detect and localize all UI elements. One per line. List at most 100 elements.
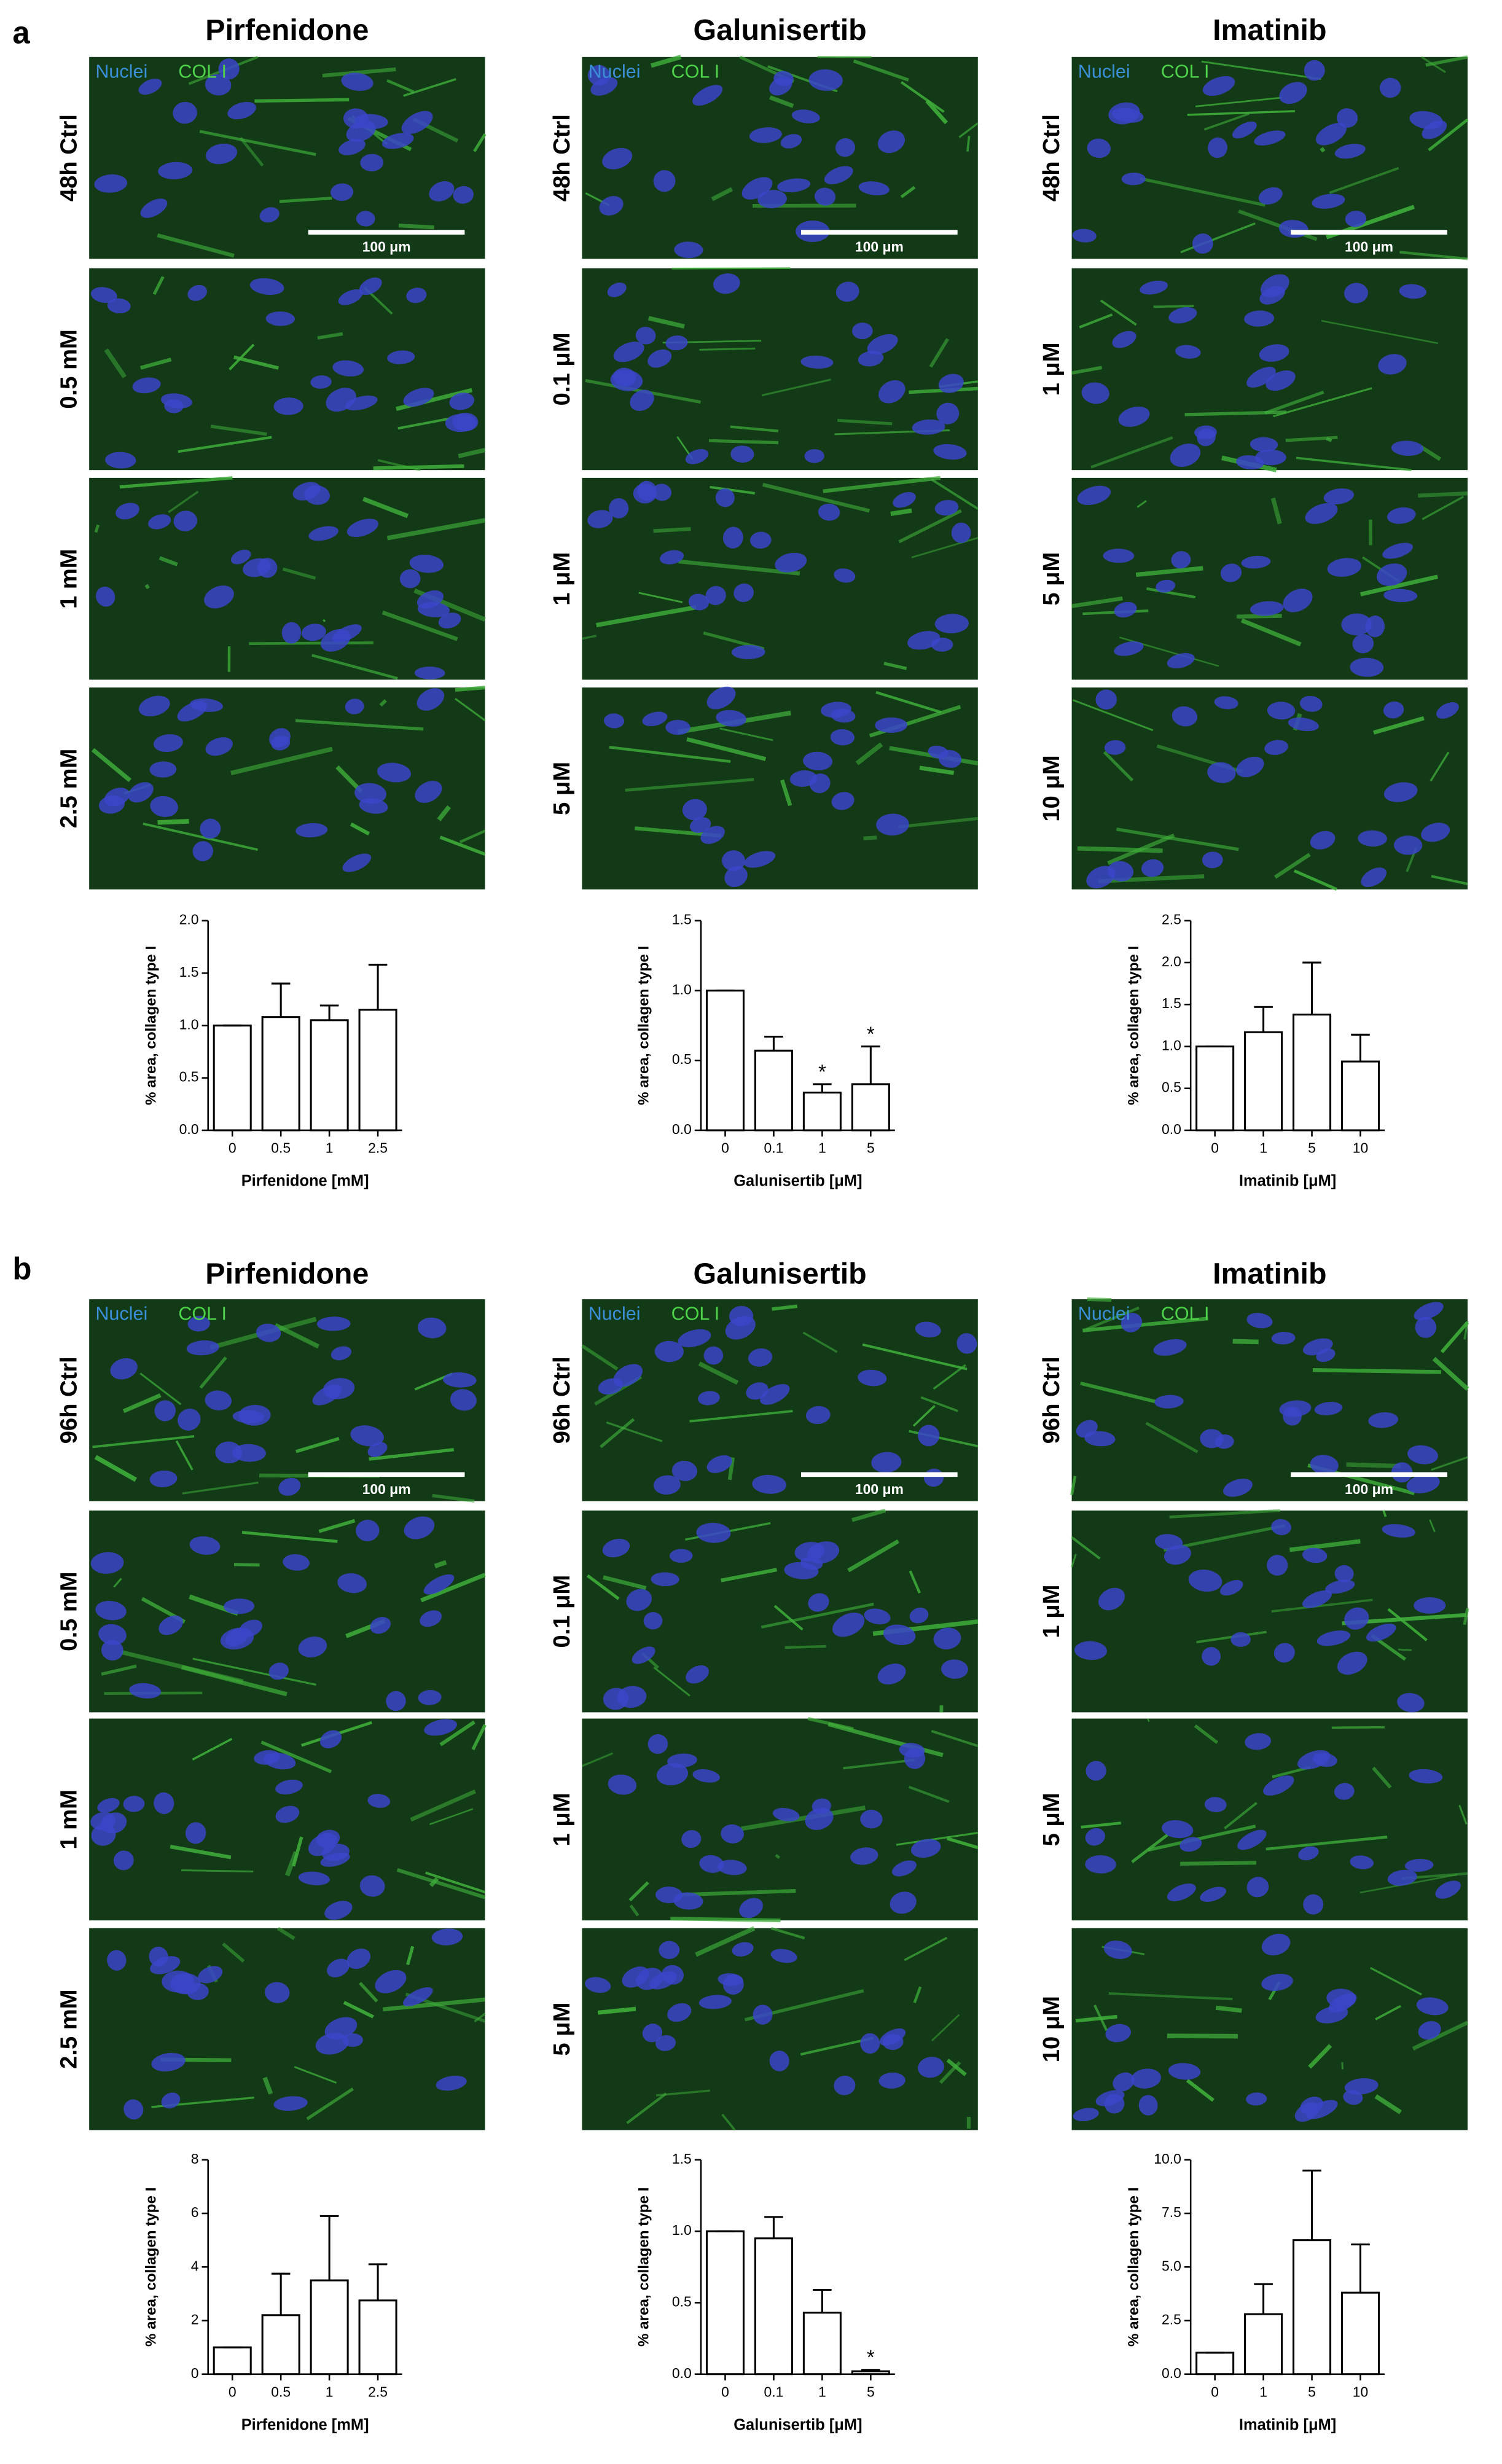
- collagen-fiber: [434, 1560, 447, 1568]
- nucleus: [377, 762, 412, 783]
- micrograph: [89, 1299, 485, 1503]
- nucleus: [633, 483, 657, 504]
- nucleus: [187, 284, 207, 301]
- nucleus: [858, 1369, 887, 1386]
- collagen-fiber: [1148, 1825, 1256, 1852]
- x-tick-label: 1: [818, 1140, 826, 1156]
- bar-chart: 0.0 0.5 1.0 1.5 2.0 2.5 % area, collagen type …: [1125, 912, 1385, 1190]
- collagen-fiber: [222, 1942, 245, 1963]
- bar: [1195, 1045, 1235, 1132]
- row-label: 10 μM: [1038, 755, 1065, 821]
- nucleus: [653, 1475, 681, 1495]
- nucleus: [718, 1860, 747, 1875]
- nucleus: [800, 1557, 823, 1570]
- nucleus: [649, 1971, 678, 1990]
- nucleus: [1300, 2097, 1323, 2114]
- nucleus: [192, 841, 213, 861]
- nucleus: [1188, 1570, 1222, 1592]
- collagen-fiber: [883, 662, 907, 670]
- nucleus: [1336, 108, 1358, 128]
- collagen-fiber: [1195, 96, 1283, 108]
- column-title: Pirfenidone: [205, 1257, 369, 1291]
- collagen-fiber: [650, 55, 682, 68]
- nucleus: [731, 644, 765, 660]
- collagen-fiber: [603, 1575, 647, 1590]
- collagen-fiber: [294, 2066, 337, 2084]
- collagen-fiber: [581, 1344, 619, 1371]
- error-bar: [319, 2215, 339, 2281]
- nucleus: [1077, 485, 1111, 506]
- collagen-fiber: [1184, 410, 1287, 417]
- bar-chart: 0.0 0.5 1.0 1.5 % area, collagen type I Galun…: [636, 912, 895, 1190]
- collagen-fiber: [279, 197, 332, 203]
- row-label: 10 μM: [1038, 1996, 1065, 2062]
- error-bar: [271, 982, 291, 1017]
- collagen-fiber: [920, 1396, 959, 1412]
- x-tick-label: 5: [1308, 1140, 1316, 1156]
- nucleus: [1261, 1973, 1293, 1991]
- collagen-fiber: [863, 835, 877, 840]
- micrograph: [89, 476, 486, 680]
- nucleus: [338, 139, 366, 155]
- nucleus: [218, 58, 240, 80]
- nucleus: [772, 1808, 800, 1822]
- nucleus: [113, 1850, 134, 1871]
- collagen-fiber: [653, 526, 691, 533]
- collagen-fiber: [1131, 1833, 1169, 1863]
- y-tick-label: 0.5: [672, 2293, 692, 2309]
- collagen-fiber: [773, 1605, 804, 1631]
- nucleus: [1314, 1402, 1343, 1415]
- x-tick-label: 0: [1211, 1140, 1219, 1156]
- collagen-fiber: [931, 2014, 960, 2042]
- nucleus: [323, 1378, 355, 1399]
- collagen-fiber: [709, 439, 779, 445]
- collagen-fiber: [230, 746, 333, 775]
- y-tick-label: 2.0: [179, 912, 199, 928]
- nucleus: [414, 667, 445, 679]
- nucleus: [1085, 1761, 1106, 1781]
- bar: [213, 2346, 252, 2376]
- collagen-fiber: [843, 1758, 915, 1770]
- x-axis-label: Imatinib [μM]: [1239, 2416, 1336, 2433]
- collagen-fiber: [1201, 60, 1321, 80]
- error-bar: [271, 2272, 291, 2315]
- nucleus: [115, 503, 139, 520]
- nucleus: [404, 1516, 435, 1539]
- legend-col-i: COL I: [1161, 1304, 1210, 1324]
- nucleus: [342, 853, 372, 872]
- collagen-fiber: [1187, 110, 1296, 116]
- nucleus: [98, 795, 125, 814]
- nucleus: [938, 374, 964, 393]
- nucleus: [1418, 2020, 1441, 2040]
- bar-chart: 0.0 0.5 1.0 1.5 2.0 % area, collagen type I Pi…: [143, 912, 402, 1190]
- nucleus: [324, 1901, 353, 1920]
- nucleus: [878, 380, 906, 404]
- collagen-fiber: [966, 136, 971, 152]
- nucleus: [878, 2072, 906, 2089]
- micrograph: [89, 1718, 487, 1921]
- nucleus: [642, 711, 668, 727]
- error-bar: [764, 2216, 783, 2239]
- collagen-fiber: [410, 1789, 476, 1822]
- nucleus: [850, 1847, 878, 1865]
- nucleus: [403, 1987, 433, 2007]
- bar: [754, 1049, 793, 1132]
- collagen-fiber: [1296, 456, 1412, 471]
- nucleus: [1103, 549, 1135, 563]
- collagen-fiber: [306, 2087, 354, 2121]
- nucleus: [198, 1966, 223, 1984]
- micrograph: [1070, 1297, 1469, 1501]
- nucleus: [1415, 1316, 1437, 1338]
- micrograph: [1071, 268, 1468, 472]
- micrograph-background: [89, 268, 485, 471]
- nucleus: [301, 624, 326, 641]
- y-tick-label: 2.5: [1162, 2312, 1181, 2328]
- nucleus: [1361, 867, 1387, 888]
- bar: [705, 989, 745, 1132]
- collagen-fiber: [1270, 497, 1282, 525]
- collagen-fiber: [1373, 716, 1425, 735]
- collagen-fiber: [1329, 166, 1399, 194]
- micrograph-background: [1071, 1928, 1468, 2130]
- nucleus: [1175, 345, 1201, 359]
- collagen-fiber: [1312, 1367, 1441, 1374]
